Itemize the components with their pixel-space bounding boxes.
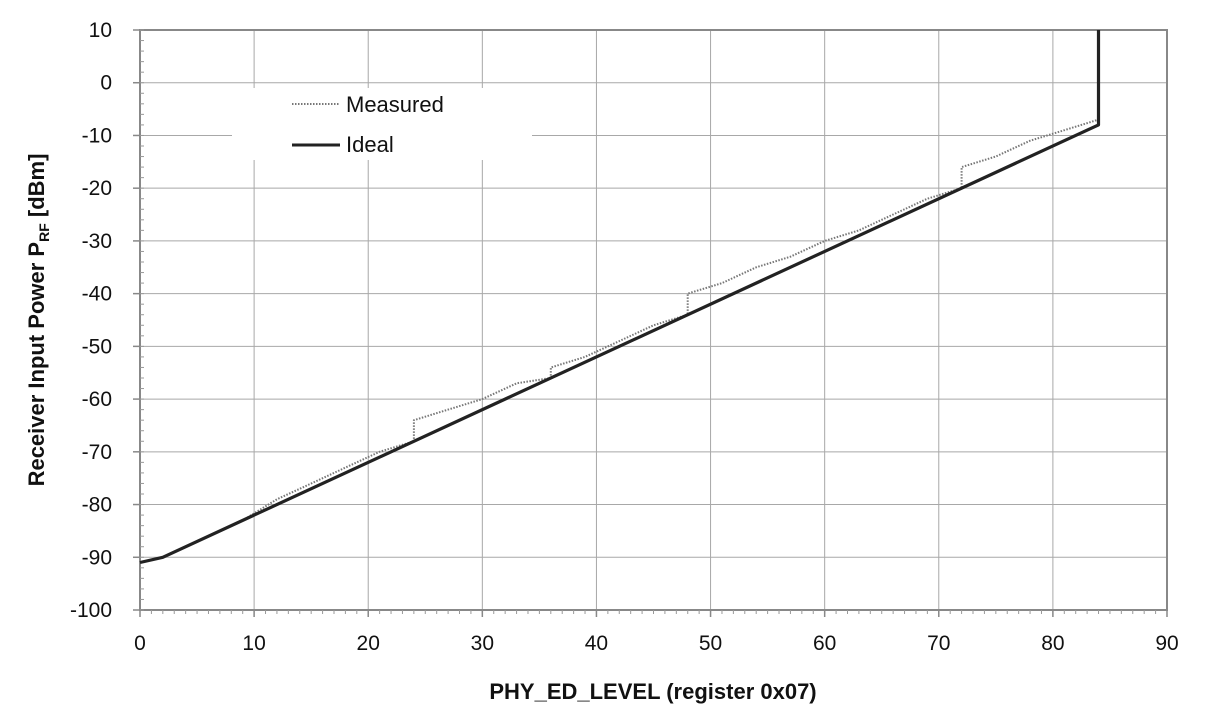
y-tick-label: -80 — [82, 494, 112, 517]
x-tick-label: 20 — [357, 632, 380, 655]
y-tick-label: -60 — [82, 388, 112, 411]
y-tick-label: -20 — [82, 177, 112, 200]
x-tick-labels: 0 10 20 30 40 50 60 70 80 90 — [134, 610, 1179, 655]
legend-measured-label: Measured — [346, 92, 444, 117]
x-tick-label: 70 — [927, 632, 950, 655]
y-tick-labels: 10 0 -10 -20 -30 -40 -50 -60 -70 -80 -90 -100 — [70, 19, 140, 622]
series-lines — [139, 30, 1101, 565]
y-tick-label: -30 — [82, 230, 112, 253]
legend-ideal-label: Ideal — [346, 132, 394, 157]
series-measured-line — [139, 30, 1100, 564]
x-tick-label: 80 — [1041, 632, 1064, 655]
x-tick-label: 10 — [242, 632, 265, 655]
legend-background — [232, 88, 532, 160]
y-tick-label: -40 — [82, 283, 112, 306]
minor-ticks — [139, 29, 1168, 614]
x-tick-label: 30 — [471, 632, 494, 655]
y-tick-label: 10 — [89, 19, 112, 42]
x-tick-label: 90 — [1155, 632, 1178, 655]
y-tick-label: -50 — [82, 335, 112, 358]
legend: Measured Ideal — [232, 88, 532, 160]
y-tick-label: 0 — [100, 72, 112, 95]
y-tick-label: -100 — [70, 599, 112, 622]
x-axis-title: PHY_ED_LEVEL (register 0x07) — [489, 679, 816, 704]
series-ideal-line — [139, 30, 1101, 565]
y-tick-label: -70 — [82, 441, 112, 464]
y-tick-label: -10 — [82, 124, 112, 147]
y-tick-label: -90 — [82, 546, 112, 569]
x-tick-label: 60 — [813, 632, 836, 655]
x-tick-label: 40 — [585, 632, 608, 655]
gridlines — [140, 30, 1167, 610]
y-axis-title: Receiver Input Power PRF [dBm] — [24, 154, 52, 487]
x-tick-label: 50 — [699, 632, 722, 655]
x-tick-label: 0 — [134, 632, 146, 655]
